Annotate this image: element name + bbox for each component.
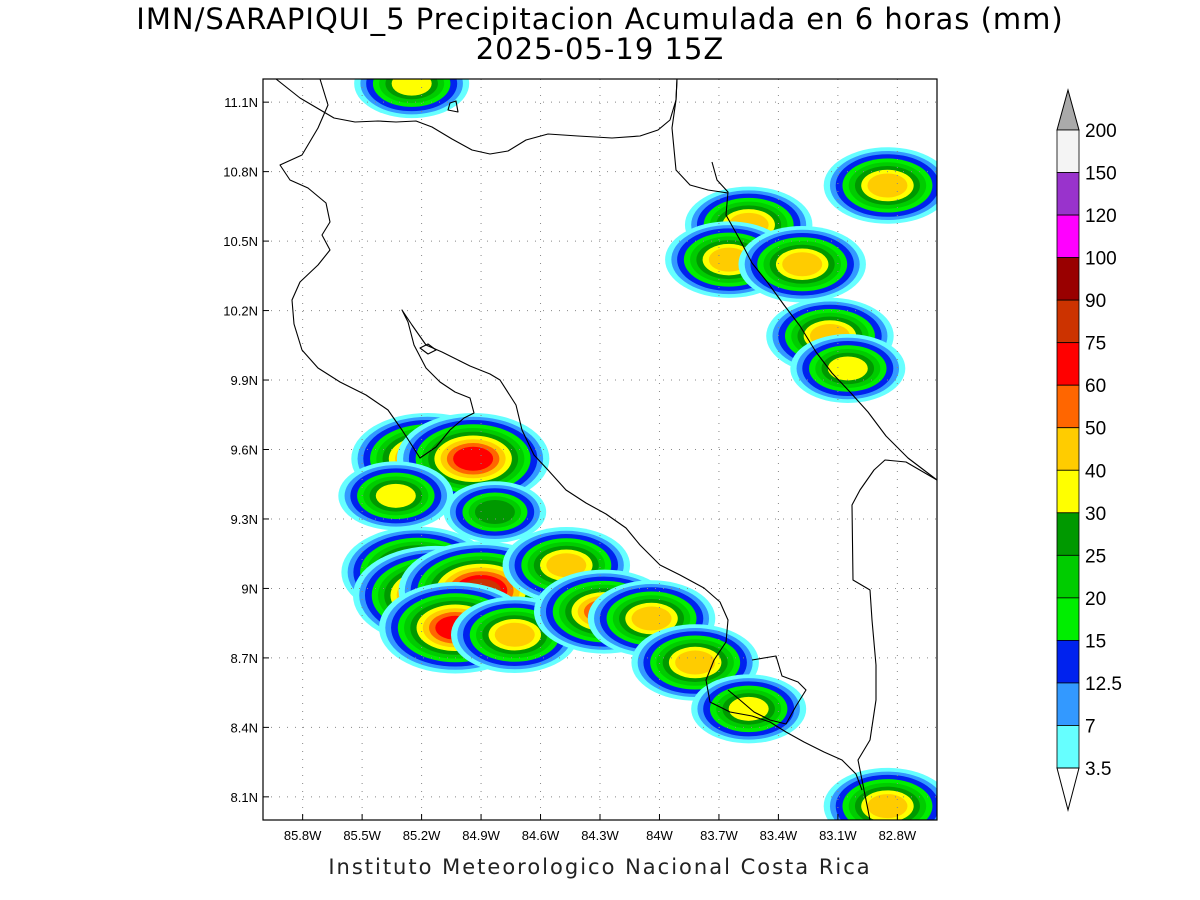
latitude-tick-labels: 11.1N 10.8N 10.5N 10.2N 9.9N 9.6N 9.3N 9N 8.7N 8.… bbox=[223, 95, 258, 805]
colorbar-label: 90 bbox=[1085, 291, 1106, 312]
lon-tick-label: 84W bbox=[646, 828, 673, 843]
lat-tick-label: 10.8N bbox=[223, 165, 258, 180]
colorbar-max-arrow bbox=[1056, 88, 1080, 131]
precip-level-30 bbox=[728, 696, 769, 721]
colorbar-label: 3.5 bbox=[1085, 759, 1111, 780]
precip-level-30 bbox=[375, 483, 416, 508]
caribbean-coast bbox=[711, 161, 937, 481]
colorbar-min-arrow bbox=[1056, 767, 1080, 812]
lat-tick-label: 9.6N bbox=[231, 443, 258, 458]
precip-level-40 bbox=[867, 794, 908, 819]
precipitation-field bbox=[338, 79, 937, 820]
colorbar-label: 75 bbox=[1085, 334, 1106, 355]
lon-tick-label: 85.8W bbox=[284, 828, 322, 843]
colorbar-label: 200 bbox=[1085, 121, 1117, 142]
longitude-tick-labels: 85.8W 85.5W 85.2W 84.9W 84.6W 84.3W 84W 83.7W 83… bbox=[284, 828, 917, 843]
precip-level-60 bbox=[453, 446, 494, 471]
colorbar-label: 7 bbox=[1085, 716, 1096, 737]
precip-level-40 bbox=[494, 622, 535, 647]
lake-island bbox=[447, 100, 459, 113]
colorbar-label: 60 bbox=[1085, 376, 1106, 397]
colorbar: 3.5 7 12.5 15 20 25 30 40 50 60 75 90 100 120 150 200 bbox=[1056, 88, 1122, 812]
lon-tick-label: 85.5W bbox=[343, 828, 381, 843]
lat-tick-label: 9N bbox=[241, 581, 258, 596]
lat-tick-label: 9.3N bbox=[231, 512, 258, 527]
lake-nicaragua-shore bbox=[275, 79, 678, 155]
colorbar-swatch bbox=[1056, 640, 1080, 684]
precip-level-40 bbox=[782, 252, 823, 277]
colorbar-swatch bbox=[1056, 682, 1080, 726]
colorbar-swatch bbox=[1056, 725, 1080, 769]
institution-footer: Instituto Meteorologico Nacional Costa R… bbox=[328, 855, 872, 879]
colorbar-swatch bbox=[1056, 512, 1080, 556]
colorbar-label: 120 bbox=[1085, 206, 1117, 227]
lat-tick-label: 8.7N bbox=[231, 651, 258, 666]
plot-frame bbox=[262, 78, 938, 821]
map-title: IMN/SARAPIQUI_5 Precipitacion Acumulada … bbox=[136, 2, 1064, 36]
colorbar-swatch bbox=[1056, 384, 1080, 429]
precip-level-40 bbox=[631, 606, 672, 631]
lon-tick-label: 84.6W bbox=[522, 828, 560, 843]
colorbar-label: 150 bbox=[1085, 164, 1117, 185]
colorbar-swatch bbox=[1056, 214, 1080, 258]
colorbar-swatch bbox=[1056, 299, 1080, 344]
colorbar-swatch bbox=[1056, 427, 1080, 471]
lat-tick-label: 8.1N bbox=[231, 790, 258, 805]
lon-tick-label: 85.2W bbox=[403, 828, 441, 843]
coastline-borders bbox=[275, 79, 937, 820]
panama-border bbox=[851, 459, 937, 820]
precip-level-25 bbox=[474, 500, 515, 525]
lat-tick-label: 9.9N bbox=[231, 373, 258, 388]
lon-tick-label: 83.4W bbox=[760, 828, 798, 843]
lat-lon-grid bbox=[263, 79, 937, 820]
nicoya-island bbox=[419, 343, 437, 355]
lat-tick-label: 8.4N bbox=[231, 720, 258, 735]
lon-tick-label: 83.7W bbox=[700, 828, 738, 843]
lon-tick-label: 82.8W bbox=[879, 828, 917, 843]
map-subtitle-datetime: 2025-05-19 15Z bbox=[475, 32, 725, 66]
precip-level-40 bbox=[867, 173, 908, 198]
colorbar-swatch bbox=[1056, 257, 1080, 301]
colorbar-label: 15 bbox=[1085, 631, 1106, 652]
nicaragua-border bbox=[671, 79, 729, 194]
colorbar-swatch bbox=[1056, 469, 1080, 514]
colorbar-label: 30 bbox=[1085, 504, 1106, 525]
colorbar-swatch bbox=[1056, 342, 1080, 386]
colorbar-label: 25 bbox=[1085, 546, 1106, 567]
lat-tick-label: 10.2N bbox=[223, 304, 258, 319]
lon-tick-label: 84.9W bbox=[462, 828, 500, 843]
precip-level-40 bbox=[546, 553, 587, 578]
lat-tick-label: 10.5N bbox=[223, 234, 258, 249]
colorbar-label: 50 bbox=[1085, 419, 1106, 440]
colorbar-swatch bbox=[1056, 129, 1080, 173]
lon-tick-label: 83.1W bbox=[819, 828, 857, 843]
lon-tick-label: 84.3W bbox=[581, 828, 619, 843]
pacific-coast bbox=[279, 79, 863, 791]
colorbar-label: 12.5 bbox=[1085, 674, 1122, 695]
colorbar-label: 40 bbox=[1085, 461, 1106, 482]
colorbar-swatch bbox=[1056, 597, 1080, 641]
colorbar-swatch bbox=[1056, 172, 1080, 216]
osa-peninsula bbox=[727, 655, 807, 725]
precip-level-30 bbox=[391, 79, 432, 96]
colorbar-label: 20 bbox=[1085, 589, 1106, 610]
colorbar-swatch bbox=[1056, 554, 1080, 599]
precip-level-30 bbox=[827, 356, 868, 381]
precip-level-40 bbox=[675, 650, 716, 675]
colorbar-label: 100 bbox=[1085, 249, 1117, 270]
lat-tick-label: 11.1N bbox=[224, 95, 258, 110]
